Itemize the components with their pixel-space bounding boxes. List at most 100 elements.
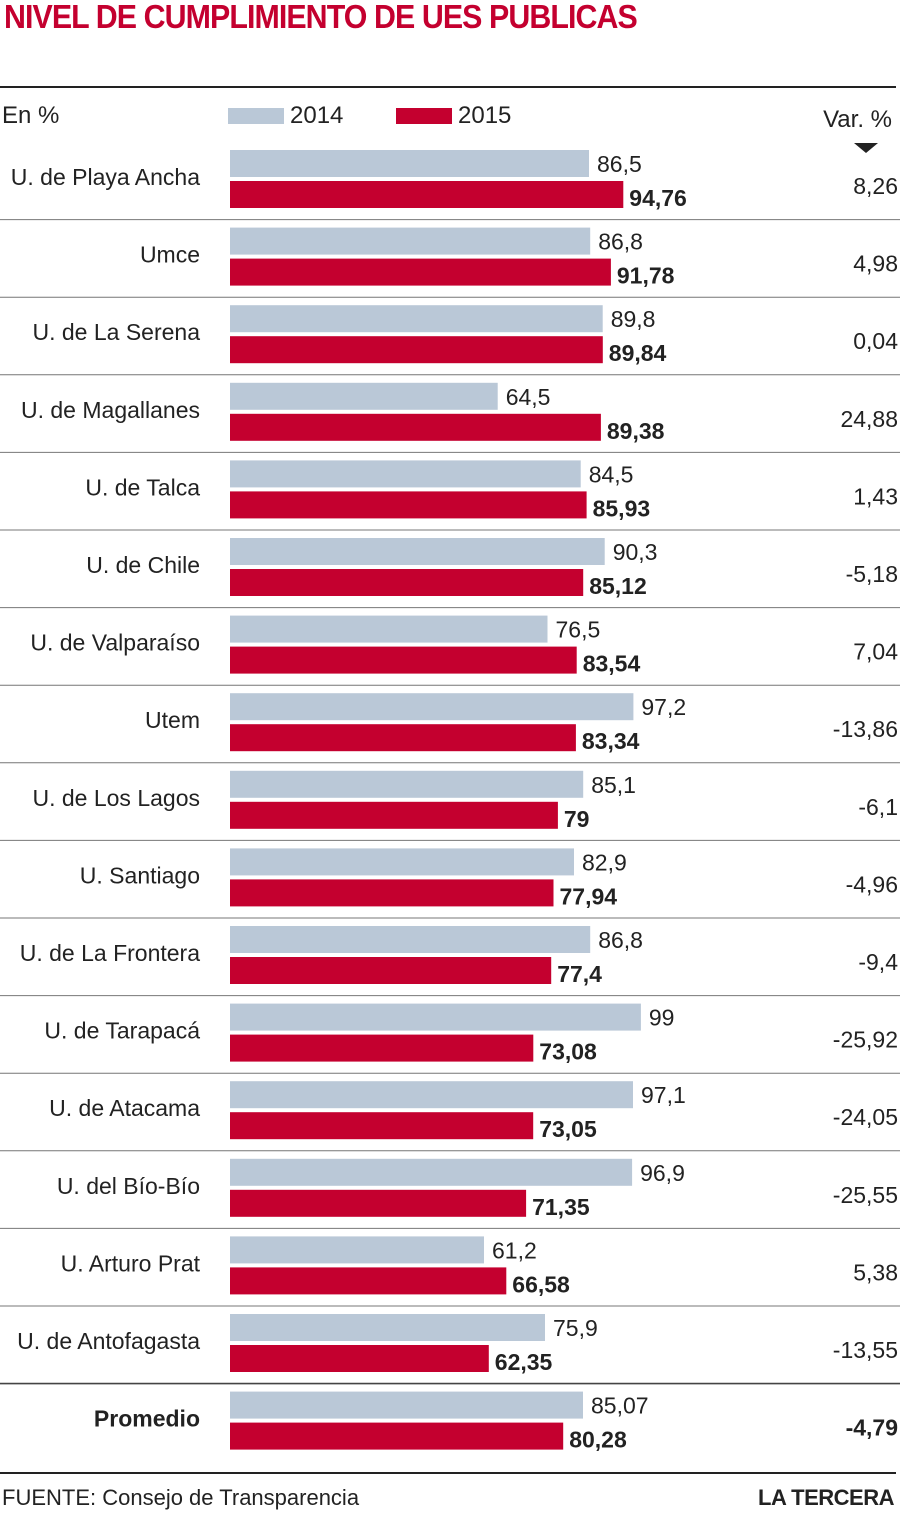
value-label-2015: 83,54 — [583, 651, 641, 677]
bar-2014 — [230, 538, 605, 565]
variation-value: -24,05 — [833, 1104, 898, 1130]
value-label-2014: 86,8 — [598, 927, 643, 953]
value-label-2015: 73,08 — [539, 1039, 597, 1065]
value-label-2015: 62,35 — [495, 1349, 553, 1375]
bar-2015 — [230, 1189, 527, 1217]
value-label-2015: 85,93 — [593, 495, 651, 521]
bar-2014 — [230, 848, 574, 876]
value-label-2014: 85,07 — [591, 1393, 649, 1419]
category-label: U. de Los Lagos — [32, 785, 200, 811]
legend-label-2015: 2015 — [458, 102, 512, 129]
value-label-2015: 79 — [564, 806, 590, 832]
value-label-2015: 73,05 — [539, 1116, 597, 1142]
bar-2014 — [230, 227, 591, 255]
variation-value: 1,43 — [853, 483, 898, 509]
category-label: Umce — [140, 242, 200, 268]
value-label-2014: 97,2 — [641, 694, 686, 720]
value-label-2014: 61,2 — [492, 1237, 537, 1263]
chart-title: NIVEL DE CUMPLIMIENTO DE UES PUBLICAS — [4, 0, 638, 35]
bar-2014 — [230, 926, 591, 953]
variation-value: -4,79 — [846, 1415, 898, 1441]
variation-value: -25,92 — [833, 1027, 898, 1053]
value-label-2014: 86,5 — [597, 151, 642, 177]
value-label-2015: 66,58 — [512, 1271, 570, 1297]
bar-2015 — [230, 1345, 489, 1372]
category-label: U. de Chile — [86, 552, 200, 578]
bar-2015 — [230, 1034, 534, 1062]
variation-value: -13,86 — [833, 716, 898, 742]
top-rule — [0, 86, 896, 88]
value-label-2015: 89,38 — [607, 418, 665, 444]
bar-2014 — [230, 693, 634, 721]
bar-2014 — [230, 615, 548, 643]
category-label: U. de Valparaíso — [30, 630, 200, 656]
category-label: U. de Playa Ancha — [11, 164, 200, 190]
variation-value: 24,88 — [840, 406, 898, 432]
variation-value: 4,98 — [853, 251, 898, 277]
bar-2014 — [230, 150, 589, 177]
bar-2015 — [230, 1422, 564, 1450]
value-label-2014: 75,9 — [553, 1315, 598, 1341]
bottom-rule — [0, 1472, 896, 1474]
value-label-2015: 71,35 — [532, 1194, 590, 1220]
category-label: U. Arturo Prat — [61, 1250, 201, 1276]
bar-2015 — [230, 258, 611, 286]
unit-label: En % — [2, 102, 60, 129]
bar-2014 — [230, 1158, 633, 1186]
bar-2015 — [230, 879, 554, 907]
bar-2015 — [230, 336, 603, 364]
bar-2015 — [230, 1112, 534, 1140]
bar-2015 — [230, 646, 577, 674]
bar-2015 — [230, 724, 576, 752]
value-label-2015: 85,12 — [589, 573, 647, 599]
value-label-2015: 83,34 — [582, 728, 640, 754]
brand-logo: LA TERCERA — [758, 1485, 894, 1510]
bar-2014 — [230, 305, 603, 333]
bar-2014 — [230, 1391, 583, 1419]
value-label-2014: 86,8 — [598, 229, 643, 255]
bar-2014 — [230, 1081, 633, 1109]
bar-2015 — [230, 1267, 507, 1295]
bar-2015 — [230, 801, 558, 829]
category-label: Utem — [145, 707, 200, 733]
value-label-2015: 91,78 — [617, 263, 675, 289]
bar-2015 — [230, 181, 624, 208]
variation-value: -25,55 — [833, 1182, 898, 1208]
value-label-2014: 89,8 — [611, 306, 656, 332]
value-label-2015: 94,76 — [629, 185, 687, 211]
bar-2015 — [230, 957, 552, 984]
category-label: U. de Antofagasta — [17, 1328, 200, 1354]
variation-value: 0,04 — [853, 328, 898, 354]
value-label-2014: 85,1 — [591, 772, 636, 798]
category-label: U. de La Frontera — [20, 940, 200, 966]
category-label: U. de Magallanes — [21, 397, 200, 423]
bar-2014 — [230, 770, 584, 798]
category-label: U. de Atacama — [49, 1095, 200, 1121]
value-label-2014: 90,3 — [613, 539, 658, 565]
bar-2015 — [230, 413, 601, 441]
legend-swatch-2014 — [228, 108, 284, 124]
bar-2014 — [230, 382, 498, 410]
value-label-2015: 89,84 — [609, 340, 667, 366]
variation-header: Var. % — [823, 106, 892, 133]
category-label: U. del Bío-Bío — [57, 1173, 200, 1199]
sort-down-arrow-icon — [854, 143, 878, 153]
value-label-2014: 76,5 — [556, 617, 601, 643]
variation-value: -6,1 — [858, 794, 898, 820]
legend-label-2014: 2014 — [290, 102, 344, 129]
variation-value: -5,18 — [846, 561, 898, 587]
value-label-2014: 64,5 — [506, 384, 551, 410]
value-label-2015: 77,4 — [557, 961, 602, 987]
category-label: Promedio — [94, 1406, 200, 1432]
value-label-2015: 77,94 — [560, 883, 618, 909]
bar-2014 — [230, 460, 581, 488]
bar-2014 — [230, 1314, 545, 1341]
bar-2015 — [230, 491, 587, 519]
category-label: U. Santiago — [80, 862, 200, 888]
legend-swatch-2015 — [396, 108, 452, 124]
category-label: U. de Talca — [85, 474, 200, 500]
value-label-2014: 84,5 — [589, 461, 634, 487]
variation-value: 8,26 — [853, 173, 898, 199]
variation-value: 5,38 — [853, 1259, 898, 1285]
